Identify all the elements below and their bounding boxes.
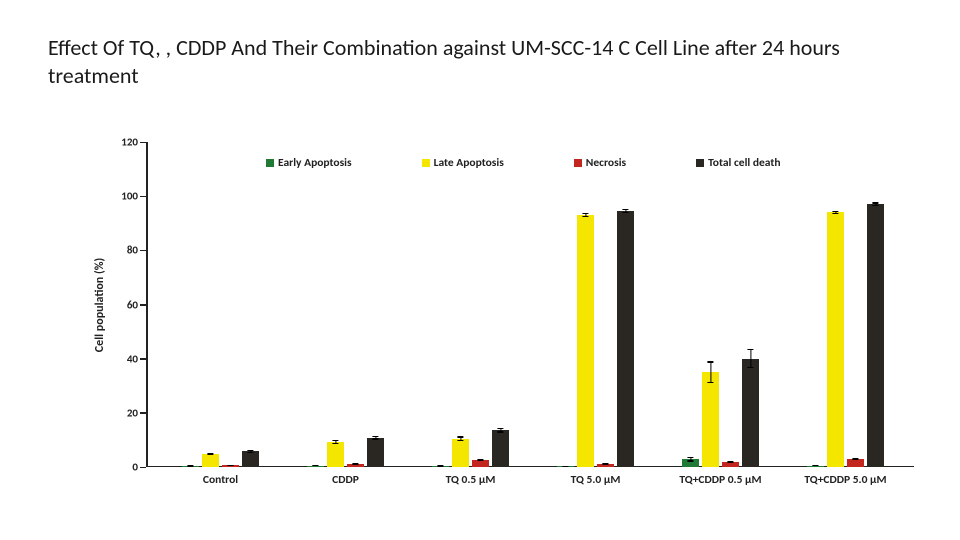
legend-label: Early Apoptosis xyxy=(278,156,352,170)
error-bar xyxy=(190,465,191,467)
error-bar xyxy=(710,361,711,383)
error-bar xyxy=(690,457,691,461)
legend-label: Late Apoptosis xyxy=(434,156,504,170)
legend-item: Total cell death xyxy=(696,156,780,170)
x-group-label: TQ+CDDP 0.5 µM xyxy=(679,467,761,487)
y-tick-label: 20 xyxy=(127,406,146,419)
bar xyxy=(202,454,219,467)
error-bar xyxy=(315,465,316,467)
error-bar xyxy=(835,211,836,215)
legend: Early Apoptosis Late Apoptosis Necrosis Tot… xyxy=(266,156,904,170)
y-axis-title: Cell population (%) xyxy=(93,257,107,351)
error-bar xyxy=(460,436,461,440)
x-axis xyxy=(146,466,914,468)
error-bar xyxy=(730,461,731,464)
error-bar xyxy=(500,428,501,432)
slide: Effect Of TQ, , CDDP And Their Combinati… xyxy=(0,0,960,540)
bar xyxy=(472,460,489,467)
bar xyxy=(577,215,594,467)
error-bar xyxy=(585,213,586,217)
bar xyxy=(682,459,699,467)
legend-item: Early Apoptosis xyxy=(266,156,352,170)
bar xyxy=(182,466,199,467)
error-bar xyxy=(375,436,376,440)
error-bar xyxy=(625,209,626,213)
legend-item: Late Apoptosis xyxy=(422,156,504,170)
bar xyxy=(307,466,324,467)
error-bar xyxy=(565,466,566,467)
bar xyxy=(702,372,719,467)
y-tick-label: 120 xyxy=(121,136,146,149)
error-bar xyxy=(875,202,876,206)
y-tick-label: 40 xyxy=(127,352,146,365)
y-axis xyxy=(146,142,148,467)
error-bar xyxy=(605,463,606,465)
bar xyxy=(847,459,864,467)
x-group-label: CDDP xyxy=(332,467,359,487)
legend-swatch xyxy=(422,159,430,167)
x-group-label: TQ+CDDP 5.0 µM xyxy=(804,467,886,487)
error-bar xyxy=(335,440,336,444)
bar xyxy=(867,204,884,467)
legend-swatch xyxy=(266,159,274,167)
x-group-label: TQ 5.0 µM xyxy=(571,467,621,487)
bar xyxy=(492,430,509,467)
slide-title: Effect Of TQ, , CDDP And Their Combinati… xyxy=(48,34,908,89)
bar xyxy=(242,451,259,467)
bar xyxy=(327,442,344,467)
x-group-label: TQ 0.5 µM xyxy=(446,467,496,487)
bar xyxy=(452,439,469,467)
legend-label: Necrosis xyxy=(586,156,626,170)
legend-item: Necrosis xyxy=(574,156,626,170)
error-bar xyxy=(210,453,211,456)
bar xyxy=(827,212,844,467)
error-bar xyxy=(855,458,856,460)
y-tick-label: 60 xyxy=(127,298,146,311)
bar xyxy=(367,438,384,467)
x-group-label: Control xyxy=(203,467,238,487)
y-tick-label: 80 xyxy=(127,244,146,257)
error-bar xyxy=(250,450,251,453)
legend-swatch xyxy=(574,159,582,167)
error-bar xyxy=(230,465,231,467)
error-bar xyxy=(440,465,441,467)
error-bar xyxy=(750,349,751,368)
bar xyxy=(742,359,759,467)
error-bar xyxy=(480,459,481,461)
legend-swatch xyxy=(696,159,704,167)
chart: Cell population (%) Early ApoptosisLate … xyxy=(146,142,914,467)
bar xyxy=(617,211,634,467)
error-bar xyxy=(355,463,356,465)
legend-label: Total cell death xyxy=(708,156,780,170)
y-tick-label: 100 xyxy=(121,190,146,203)
y-tick-label: 0 xyxy=(132,461,146,474)
